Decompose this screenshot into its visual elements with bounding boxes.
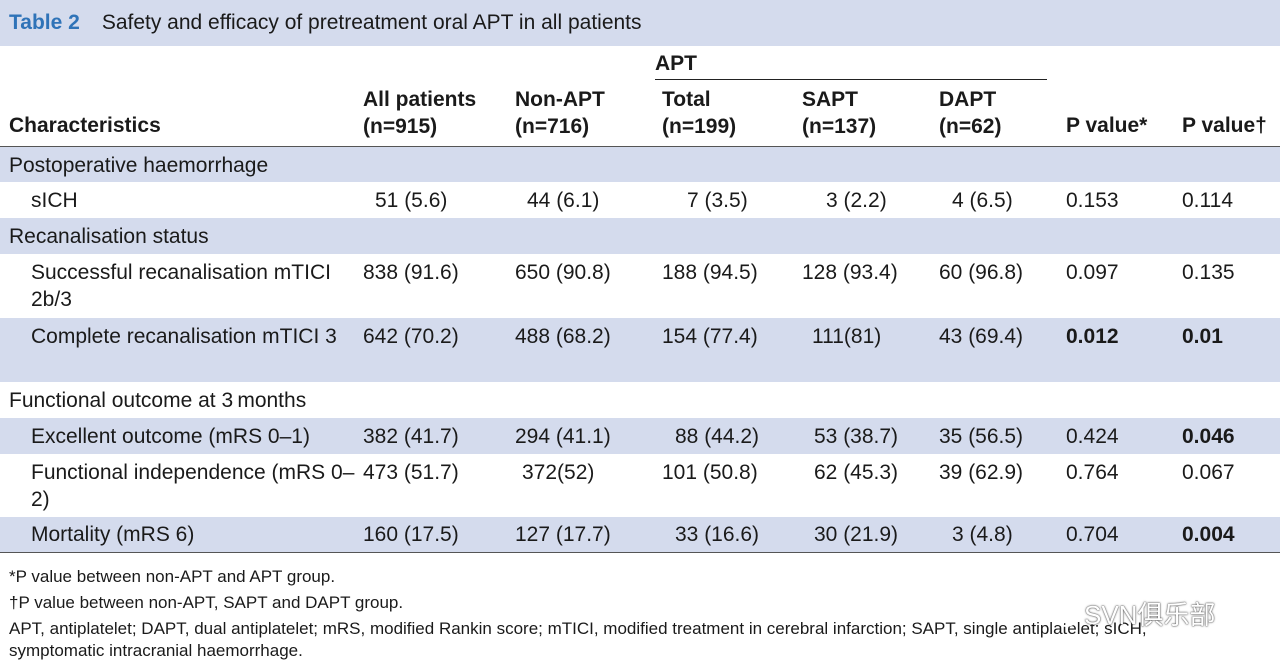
header-all-patients: All patients (n=915) [363,88,477,138]
table-number: Table 2 [9,11,80,34]
table-header: APT Characteristics All patients (n=915)… [0,46,1280,147]
table-bottom-rule [0,552,1280,553]
footnote-p-value-dagger: †P value between non-APT, SAPT and DAPT … [9,593,404,612]
table-title-bar: Table 2 Safety and efficacy of pretreatm… [0,0,1280,46]
table-row: Complete recanalisation mTICI 3 642 (70.… [0,318,1280,382]
header-dapt: DAPT (n=62) [939,88,1002,138]
header-non-apt: Non-APT (n=716) [515,88,605,138]
header-characteristics: Characteristics [9,114,161,137]
table-row: Excellent outcome (mRS 0–1) 382 (41.7) 2… [0,418,1280,454]
table-row: sICH 51 (5.6) 44 (6.1) 7 (3.5) 3 (2.2) 4… [31,189,1233,212]
section-functional-outcome: Functional outcome at 3 months [9,389,307,412]
table-row: Functional independence (mRS 0–2) 473 (5… [31,461,1235,511]
header-apt-group: APT [655,52,697,75]
footnote-abbreviations: APT, antiplatelet; DAPT, dual antiplatel… [9,619,1147,660]
header-apt-total: Total (n=199) [662,88,737,138]
watermark: SVN俱乐部 [1040,593,1215,633]
table-row: Successful recanalisation mTICI 2b/3 838… [31,261,1235,311]
table-caption: Safety and efficacy of pretreatment oral… [101,11,642,34]
wechat-icon [1041,598,1078,627]
section-recanalisation-status: Recanalisation status [0,218,1280,254]
header-p-value-dagger: P value† [1182,114,1267,137]
header-p-value-star: P value* [1066,114,1148,137]
header-sapt: SAPT (n=137) [802,88,877,138]
apt-group-rule [655,79,1047,80]
footnote-p-value-star: *P value between non-APT and APT group. [9,567,336,586]
section-postoperative-haemorrhage: Postoperative haemorrhage [0,147,1280,182]
table-row: Mortality (mRS 6) 160 (17.5) 127 (17.7) … [0,517,1280,552]
watermark-text: SVN俱乐部 [1084,599,1216,630]
